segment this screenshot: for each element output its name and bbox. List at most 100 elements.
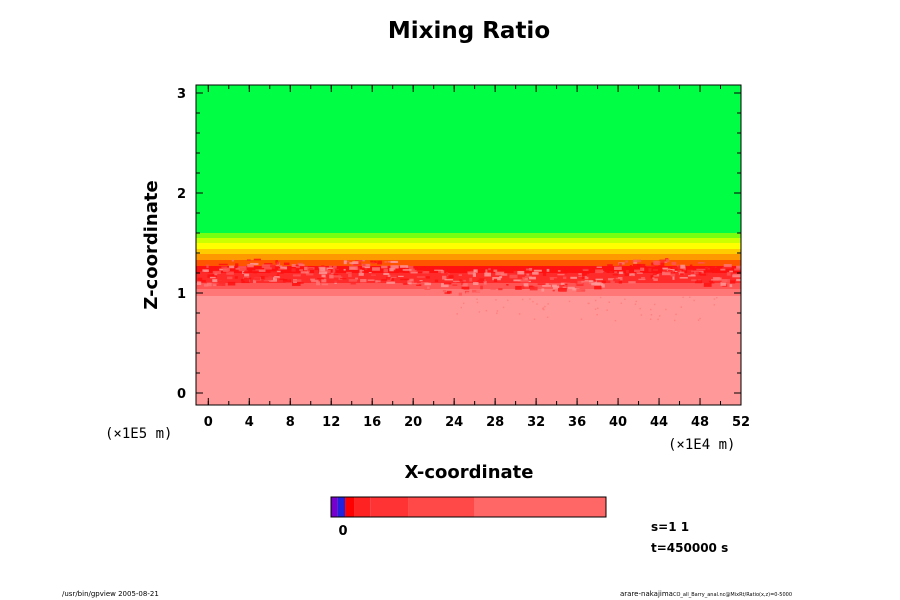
boundary-speckle: [672, 267, 679, 269]
boundary-speckle: [325, 269, 331, 274]
lower-speckle: [533, 318, 536, 320]
lower-speckle: [682, 296, 684, 299]
lower-speckle: [495, 299, 497, 301]
colorbar-frame: [330, 496, 607, 518]
contour-band-2: [196, 283, 741, 289]
boundary-speckle: [359, 269, 363, 274]
contour-band-9: [196, 238, 741, 243]
boundary-speckle: [607, 278, 615, 281]
lower-speckle: [456, 313, 458, 315]
lower-speckle: [507, 299, 509, 302]
boundary-speckle: [525, 268, 530, 271]
boundary-speckle: [411, 268, 415, 271]
boundary-speckle: [736, 278, 741, 282]
boundary-speckle: [595, 278, 603, 281]
boundary-speckle: [333, 275, 341, 278]
boundary-speckle: [577, 280, 583, 285]
boundary-speckle: [529, 286, 538, 291]
boundary-speckle: [613, 278, 621, 282]
boundary-speckle: [555, 288, 558, 292]
boundary-speckle: [562, 276, 567, 279]
boundary-speckle: [398, 275, 404, 277]
boundary-speckle: [394, 279, 404, 283]
boundary-speckle: [461, 286, 470, 290]
y-axis-label: Z-coordinate: [141, 180, 162, 309]
boundary-speckle: [458, 292, 462, 296]
boundary-speckle: [736, 265, 741, 269]
boundary-speckle: [368, 272, 372, 274]
boundary-speckle: [665, 258, 670, 263]
boundary-speckle: [364, 267, 368, 271]
y-tick-label: 1: [177, 287, 186, 302]
boundary-speckle: [601, 275, 607, 279]
boundary-speckle: [691, 279, 697, 282]
boundary-speckle: [218, 281, 226, 285]
boundary-speckle: [493, 278, 498, 282]
boundary-speckle: [641, 277, 646, 279]
footer-right: arare-nakajimaCO_all_Barry_anal.nc@MixRt…: [620, 590, 792, 598]
boundary-speckle: [426, 276, 430, 279]
boundary-speckle: [500, 273, 508, 276]
boundary-speckle: [212, 270, 221, 274]
lower-speckle: [640, 314, 643, 316]
boundary-speckle: [447, 291, 456, 296]
x-tick-label: 12: [322, 415, 340, 430]
boundary-speckle: [290, 271, 295, 273]
boundary-speckle: [202, 269, 209, 272]
boundary-speckle: [662, 267, 668, 270]
boundary-speckle: [278, 268, 285, 270]
contour-band-5: [196, 260, 741, 266]
boundary-speckle: [227, 281, 236, 286]
boundary-speckle: [226, 271, 234, 275]
boundary-speckle: [440, 283, 449, 288]
boundary-speckle: [409, 278, 414, 282]
lower-speckle: [496, 312, 498, 315]
boundary-speckle: [671, 261, 677, 266]
boundary-speckle: [323, 276, 327, 278]
boundary-speckle: [601, 280, 606, 284]
boundary-speckle: [551, 284, 557, 288]
boundary-speckle: [483, 280, 487, 285]
boundary-speckle: [546, 268, 550, 272]
x-tick-label: 48: [691, 415, 709, 430]
boundary-speckle: [595, 269, 604, 274]
boundary-speckle: [416, 276, 425, 278]
x-tick-label: 16: [363, 415, 381, 430]
boundary-speckle: [283, 262, 290, 265]
boundary-speckle: [435, 289, 445, 293]
boundary-speckle: [316, 281, 320, 286]
lower-speckle: [657, 318, 659, 321]
footer-left: /usr/bin/gpview 2005-08-21: [62, 590, 159, 598]
boundary-speckle: [402, 281, 407, 284]
boundary-speckle: [653, 261, 661, 266]
boundary-speckle: [526, 273, 530, 276]
boundary-speckle: [572, 275, 582, 277]
boundary-speckle: [402, 269, 412, 271]
boundary-speckle: [332, 265, 337, 269]
colorbar-segment: [408, 497, 474, 517]
lower-speckle: [697, 319, 700, 321]
boundary-speckle: [517, 270, 525, 275]
lower-speckle: [639, 307, 641, 310]
x-tick-label: 20: [404, 415, 422, 430]
boundary-speckle: [582, 272, 590, 277]
boundary-speckle: [321, 283, 329, 286]
boundary-speckle: [264, 267, 272, 270]
boundary-speckle: [437, 291, 440, 294]
colorbar-segment: [474, 497, 606, 517]
boundary-speckle: [636, 272, 642, 274]
boundary-speckle: [522, 285, 525, 290]
boundary-speckle: [243, 277, 252, 280]
boundary-speckle: [588, 280, 598, 284]
colorbar-segment: [354, 497, 371, 517]
boundary-speckle: [407, 281, 415, 283]
boundary-speckle: [665, 271, 673, 273]
boundary-speckle: [348, 279, 358, 282]
boundary-speckle: [667, 270, 673, 272]
boundary-speckle: [572, 283, 577, 288]
boundary-speckle: [206, 264, 209, 268]
boundary-speckle: [528, 267, 533, 271]
boundary-speckle: [214, 272, 218, 276]
boundary-speckle: [415, 270, 424, 272]
boundary-speckle: [199, 279, 206, 283]
